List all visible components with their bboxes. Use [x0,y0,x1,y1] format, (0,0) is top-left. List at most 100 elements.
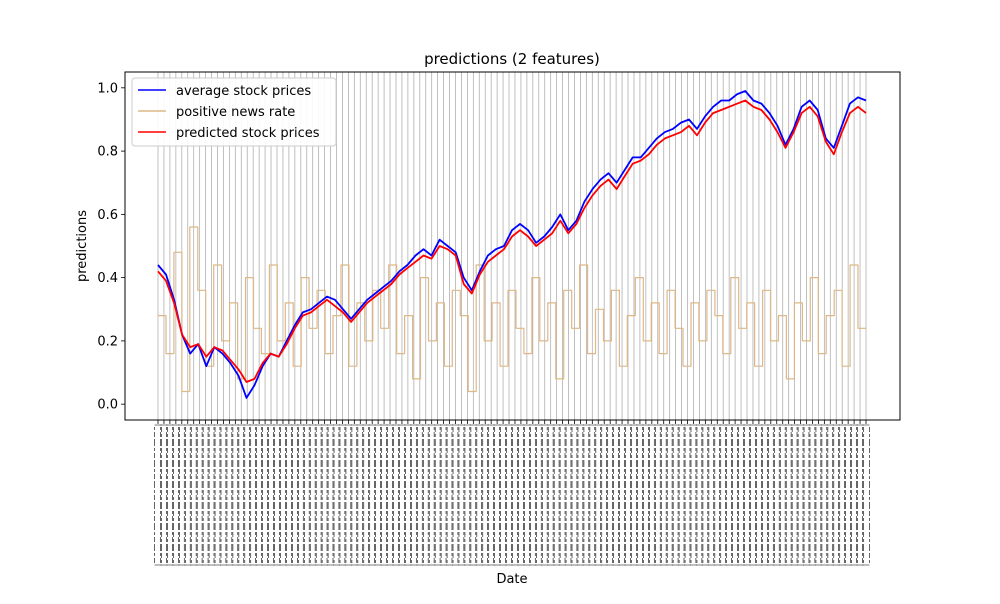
x-tick-label [749,424,757,566]
x-tick-label [279,424,287,566]
x-tick-label [451,424,460,566]
x-tick-label [225,424,234,566]
x-tick-label [469,424,478,566]
x-tick-label [648,424,656,566]
x-tick-label [350,424,359,566]
x-tick-label [630,424,638,566]
x-tick-label [600,424,609,566]
x-tick-label [177,424,186,566]
x-tick-label [707,424,716,566]
x-tick-label [404,424,412,566]
x-tick-label [392,424,400,566]
x-tick-label [487,424,495,566]
x-tick-label [725,424,733,566]
x-tick-label [808,424,817,566]
x-tick-label [582,424,591,566]
x-tick-label [719,424,728,566]
y-tick-label: 0.2 [97,334,118,349]
x-tick-label [570,424,579,566]
x-tick-label [433,424,442,566]
x-tick-label [737,424,745,566]
x-tick-label [612,424,620,566]
series-line-predicted-stock-prices [157,99,867,383]
x-tick-label [386,424,394,566]
x-tick-label [302,424,311,566]
x-tick-label [219,424,228,566]
x-tick-label [308,424,317,566]
x-tick-label [677,424,686,566]
x-tick-label [154,424,162,566]
y-tick-label: 0.8 [97,145,118,160]
x-tick-label [374,424,382,566]
y-tick-label: 0.4 [97,271,118,286]
x-tick-label [790,424,799,566]
x-tick-label [463,424,472,566]
x-tick-label [844,424,852,566]
x-tick-label [481,424,490,566]
y-tick-label: 1.0 [97,81,118,96]
x-tick-label [338,424,347,566]
x-tick-label [445,424,454,566]
x-tick-label [856,424,864,566]
grid-lines [157,72,867,420]
x-tick-label [588,424,597,566]
x-tick-label [653,424,662,566]
x-tick-label [731,424,739,566]
x-tick-label [832,424,841,566]
y-tick-label: 0.6 [97,208,118,223]
x-tick-label [189,424,198,566]
chart-title: predictions (2 features) [424,50,600,68]
x-tick-label [713,424,722,566]
x-tick-label [695,424,704,566]
x-tick-label [368,424,376,566]
x-tick-label [267,424,275,566]
x-tick-label [558,424,567,566]
x-tick-label [207,424,216,566]
x-tick-label [767,424,775,566]
x-tick-label [784,424,793,566]
legend-box [131,77,337,147]
x-axis-label: Date [496,572,527,587]
x-tick-label [249,424,257,566]
x-tick-label [195,424,204,566]
x-tick-label [636,424,644,566]
legend-label-predicted-stock-prices: predicted stock prices [176,126,320,141]
x-tick-label [659,424,668,566]
x-tick-label [802,424,811,566]
x-tick-label [517,424,525,566]
x-tick-label [380,424,388,566]
x-tick-label [576,424,585,566]
x-tick-label [421,424,430,566]
x-tick-label [314,424,323,566]
x-tick-label [499,424,507,566]
x-tick-label [642,424,650,566]
x-tick-label [862,424,870,566]
x-tick-label [534,424,543,566]
x-tick-label [665,424,674,566]
x-tick-label [564,424,573,566]
x-tick-label [285,424,293,566]
x-tick-label [261,424,269,566]
x-tick-label [772,424,781,566]
x-tick-label [457,424,466,566]
x-tick-label [439,424,448,566]
x-tick-label [523,424,531,566]
x-tick-label [427,424,436,566]
x-tick-label [183,424,192,566]
x-tick-label [814,424,823,566]
x-tick-label [273,424,281,566]
x-tick-label [838,424,847,566]
x-tick-label [255,424,263,566]
x-tick-label [166,424,174,566]
x-tick-label [689,424,698,566]
x-tick-label [320,424,329,566]
x-tick-label [606,424,614,566]
series-layer [157,90,867,399]
x-tick-label [344,424,353,566]
x-tick-label [796,424,805,566]
x-tick-label [332,424,341,566]
x-tick-label [172,424,180,566]
x-tick-label [237,424,246,566]
